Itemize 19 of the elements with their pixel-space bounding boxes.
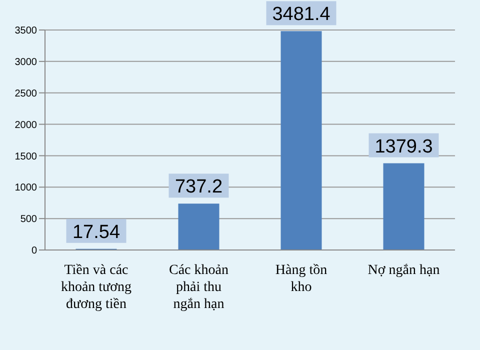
x-tick-label: Hàng tồn kho [275,263,328,295]
x-tick-label: Nợ ngắn hạn [368,263,440,278]
y-tick-label: 3500 [14,26,38,37]
y-tick-label: 2000 [14,120,38,131]
data-label: 3481.4 [272,4,331,26]
y-tick-label: 2500 [14,88,38,100]
y-tick-label: 0 [31,246,38,257]
bar [383,163,424,250]
bar [178,204,220,250]
bar [280,31,322,250]
y-tick-label: 1000 [14,182,38,194]
data-label: 737.2 [174,176,223,198]
y-tick-label: 3000 [14,56,38,68]
x-tick-label: Tiền và các khoản tương đương tiền [60,263,132,312]
data-label: 17.54 [72,222,120,243]
data-label: 1379.3 [374,136,433,158]
y-tick-label: 1500 [14,151,38,162]
x-tick-label: Các khoản phải thu ngắn hạn [169,263,228,312]
y-tick-label: 500 [20,214,38,226]
